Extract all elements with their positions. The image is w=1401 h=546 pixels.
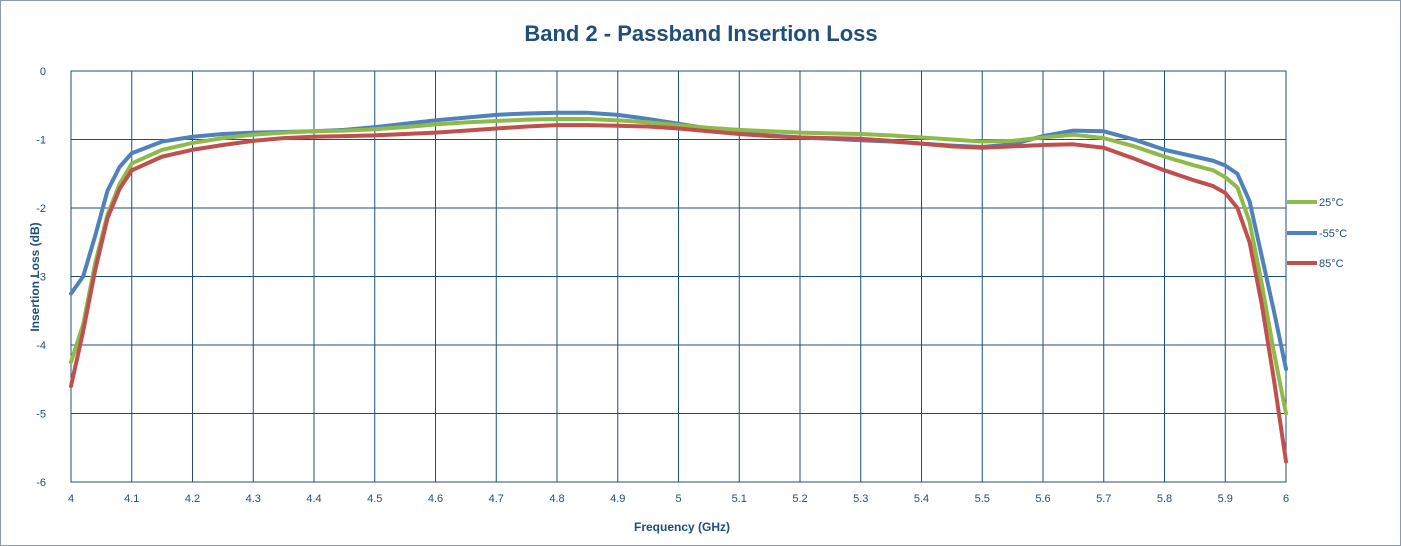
x-tick-label: 5.4 [914,493,929,505]
x-tick-label: 5.8 [1157,493,1172,505]
x-tick-label: 5.3 [853,493,868,505]
series-line-0 [69,116,1288,416]
legend: 25°C -55°C 85°C [1287,197,1347,270]
y-tick-label: -6 [36,477,46,489]
x-tick-label: 5.5 [975,493,990,505]
x-tick-label: 4.7 [489,493,504,505]
series-group [69,110,1288,464]
x-tick-label: 5.9 [1218,493,1233,505]
x-tick-label: 6 [1283,493,1289,505]
legend-label: 85°C [1319,258,1344,270]
series-line-2 [69,123,1288,464]
x-tick-label: 4.6 [428,493,443,505]
x-tick-label: 5.2 [792,493,807,505]
y-tick-label: 0 [40,66,46,78]
y-tick-label: -1 [36,135,46,147]
y-tick-label: -3 [36,272,46,284]
plot-area-border [70,70,1287,483]
x-tick-label: 4.1 [124,493,139,505]
legend-label: -55°C [1319,228,1347,240]
y-tick-label: -5 [36,409,46,421]
y-axis-label: Insertion Loss (dB) [28,222,42,331]
x-tick-label: 4.2 [185,493,200,505]
x-tick-label: 4.4 [306,493,321,505]
y-tick-label: -2 [36,203,46,215]
y-tick-label: -4 [36,340,46,352]
x-tick-label: 5.7 [1096,493,1111,505]
x-tick-label: 4.3 [246,493,261,505]
legend-label: 25°C [1319,197,1344,209]
x-axis-label: Frequency (GHz) [634,520,730,534]
x-tick-label: 4.5 [367,493,382,505]
chart-title: Band 2 - Passband Insertion Loss [524,21,877,46]
x-tick-label: 5.1 [732,493,747,505]
x-tick-label: 4.8 [549,493,564,505]
tick-labels: 4 4.1 4.2 4.3 4.4 4.5 4.6 4.7 4.8 4.9 5 5.1 5.2 5.3 5.… [36,66,1289,505]
x-tick-label: 5.6 [1035,493,1050,505]
x-tick-label: 4 [68,493,74,505]
x-tick-label: 4.9 [610,493,625,505]
x-tick-label: 5 [675,493,681,505]
